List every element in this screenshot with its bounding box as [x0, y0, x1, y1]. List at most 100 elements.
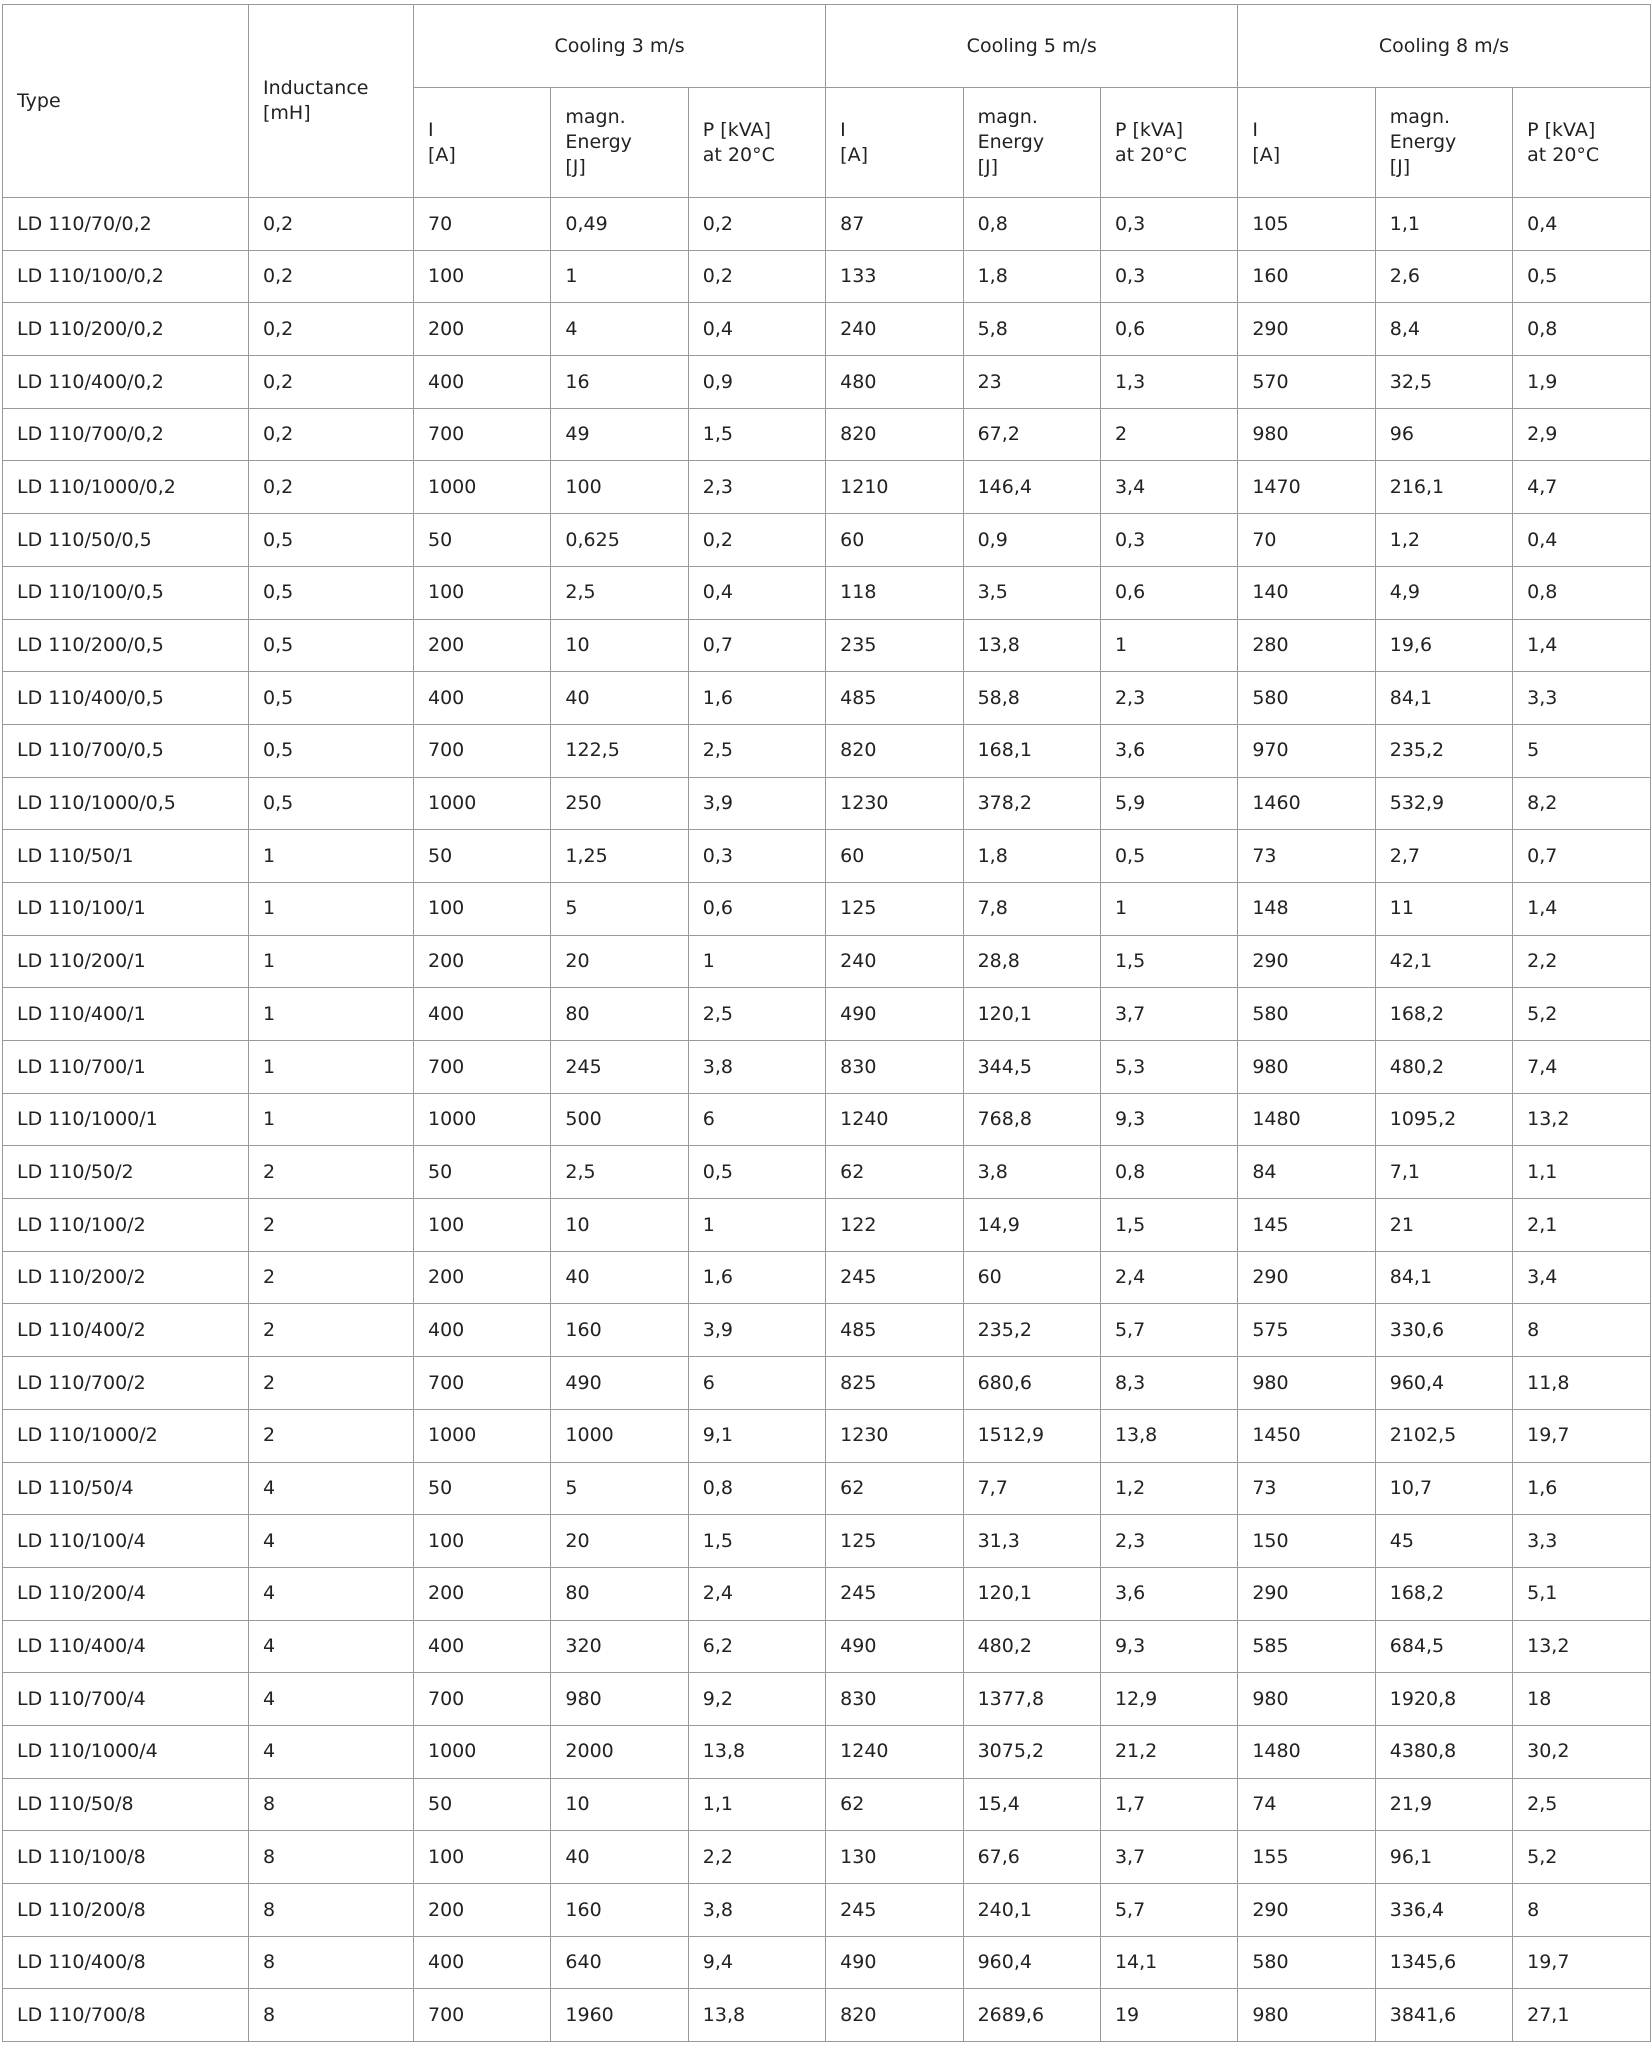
- table-row: LD 110/400/4 4 400 320 6,2 490 480,2 9,3 585 684,…: [2, 1619, 1651, 1674]
- table-cell: 0,6: [1099, 302, 1239, 357]
- table-cell: 240,1: [962, 1883, 1101, 1937]
- table-row: LD 110/400/0,5 0,5 400 40 1,6 485 58,8 2,3 580 84…: [2, 671, 1651, 725]
- table-cell: 216,1: [1374, 460, 1514, 515]
- subheader-cell: I [A]: [1237, 87, 1376, 198]
- table-cell: 2,3: [1099, 671, 1239, 725]
- table-cell: 0,5: [248, 723, 414, 778]
- table-cell: 2,4: [1099, 1250, 1239, 1305]
- table-cell: 60: [962, 1250, 1101, 1305]
- table-cell: 1,5: [687, 1514, 827, 1568]
- table-cell: 1460: [1237, 776, 1376, 831]
- table-cell: 0,4: [687, 302, 827, 357]
- table-cell: 2,6: [1374, 249, 1514, 304]
- table-cell: 0,6: [1099, 565, 1239, 620]
- table-row: LD 110/200/2 2 200 40 1,6 245 60 2,4 290 84,1 3,4: [2, 1250, 1651, 1305]
- header-cell: Inductance [mH]: [248, 4, 414, 198]
- table-cell: 70: [412, 197, 552, 251]
- table-cell: 10: [550, 1198, 689, 1252]
- table-cell: 336,4: [1374, 1883, 1514, 1937]
- table-cell: 32,5: [1374, 355, 1514, 409]
- table-cell: 10: [550, 618, 689, 673]
- table-cell: LD 110/50/1: [2, 829, 249, 883]
- table-cell: 5,9: [1099, 776, 1239, 831]
- table-cell: 2: [1099, 407, 1239, 462]
- table-cell: LD 110/200/1: [2, 934, 249, 989]
- table-cell: 100: [550, 460, 689, 515]
- table-row: LD 110/200/1 1 200 20 1 240 28,8 1,5 290 42,1 2,2: [2, 934, 1651, 989]
- table-cell: 1230: [825, 776, 964, 831]
- table-cell: 1000: [550, 1408, 689, 1463]
- table-cell: 980: [1237, 1988, 1376, 2043]
- table-row: LD 110/700/2 2 700 490 6 825 680,6 8,3 980 960,4 1…: [2, 1356, 1651, 1410]
- table-cell: 245: [825, 1250, 964, 1305]
- table-cell: 960,4: [1374, 1356, 1514, 1410]
- table-cell: 10,7: [1374, 1461, 1514, 1516]
- table-cell: 146,4: [962, 460, 1101, 515]
- table-cell: 0,2: [248, 407, 414, 462]
- table-cell: 980: [1237, 1040, 1376, 1094]
- table-cell: 1: [248, 1092, 414, 1147]
- table-cell: 5,2: [1512, 987, 1651, 1041]
- table-cell: 1000: [412, 1408, 552, 1463]
- table-cell: 0,6: [687, 881, 827, 936]
- table-cell: 0,2: [248, 197, 414, 251]
- table-cell: 1480: [1237, 1724, 1376, 1779]
- table-cell: 0,5: [248, 618, 414, 673]
- table-row: LD 110/50/4 4 50 5 0,8 62 7,7 1,2 73 10,7 1,6: [2, 1461, 1651, 1516]
- table-cell: 0,2: [687, 513, 827, 567]
- table-cell: 0,625: [550, 513, 689, 567]
- table-cell: 5,7: [1099, 1303, 1239, 1358]
- header-row: I [A] magn. Energy [J] P [kVA] at 20°C I [A…: [3, 87, 1651, 198]
- table-cell: 580: [1237, 987, 1376, 1041]
- table-cell: 1920,8: [1374, 1672, 1514, 1726]
- table-cell: 4: [248, 1724, 414, 1779]
- table-cell: 1230: [825, 1408, 964, 1463]
- table-cell: 532,9: [1374, 776, 1514, 831]
- table-cell: 9,4: [687, 1935, 827, 1990]
- table-cell: 1,3: [1099, 355, 1239, 409]
- table-cell: 13,8: [687, 1724, 827, 1779]
- table-cell: 0,3: [1099, 197, 1239, 251]
- table-cell: 0,2: [248, 460, 414, 515]
- table-cell: 7,7: [962, 1461, 1101, 1516]
- table-cell: 1: [550, 249, 689, 304]
- table-cell: 575: [1237, 1303, 1376, 1358]
- table-cell: 485: [825, 1303, 964, 1358]
- table-cell: 0,8: [1512, 565, 1651, 620]
- table-row: LD 110/50/2 2 50 2,5 0,5 62 3,8 0,8 84 7,1 1,1: [2, 1145, 1651, 1200]
- table-cell: 1,6: [1512, 1461, 1651, 1516]
- table-cell: 960,4: [962, 1935, 1101, 1990]
- table-cell: 2102,5: [1374, 1408, 1514, 1463]
- table-cell: 1,6: [687, 1250, 827, 1305]
- table-cell: 2000: [550, 1724, 689, 1779]
- table-cell: 8: [248, 1777, 414, 1832]
- table-cell: 6: [687, 1092, 827, 1147]
- table-cell: 820: [825, 723, 964, 778]
- table-cell: 1480: [1237, 1092, 1376, 1147]
- table-cell: 3,8: [687, 1883, 827, 1937]
- table-cell: 160: [1237, 249, 1376, 304]
- table-cell: LD 110/1000/4: [2, 1724, 249, 1779]
- table-cell: 9,2: [687, 1672, 827, 1726]
- table-cell: 140: [1237, 565, 1376, 620]
- table-cell: 5,2: [1512, 1830, 1651, 1884]
- group-header: Cooling 5 m/s: [825, 4, 1239, 88]
- table-cell: 14,1: [1099, 1935, 1239, 1990]
- table-cell: 700: [412, 1988, 552, 2043]
- table-cell: 5: [550, 881, 689, 936]
- table-cell: LD 110/1000/1: [2, 1092, 249, 1147]
- table-cell: 62: [825, 1145, 964, 1200]
- table-cell: 1210: [825, 460, 964, 515]
- table-cell: LD 110/400/8: [2, 1935, 249, 1990]
- table-cell: 0,8: [1512, 302, 1651, 357]
- table-row: LD 110/100/8 8 100 40 2,2 130 67,6 3,7 155 96,1 5,…: [2, 1830, 1651, 1884]
- table-cell: 50: [412, 1777, 552, 1832]
- table-cell: 400: [412, 1619, 552, 1674]
- table-cell: 2,3: [687, 460, 827, 515]
- subheader-cell: I [A]: [825, 87, 964, 198]
- table-cell: LD 110/100/2: [2, 1198, 249, 1252]
- table-cell: 2,5: [550, 1145, 689, 1200]
- table-cell: 8: [248, 1935, 414, 1990]
- table-cell: 42,1: [1374, 934, 1514, 989]
- table-row: LD 110/50/0,5 0,5 50 0,625 0,2 60 0,9 0,3 70 1,2 0…: [2, 513, 1651, 567]
